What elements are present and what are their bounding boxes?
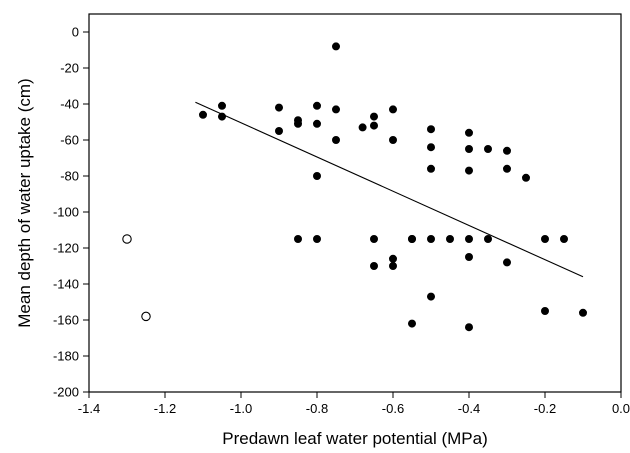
regression-line [195,101,584,278]
data-point [522,173,531,182]
x-tick-label: -1.0 [230,401,252,416]
data-point [464,166,473,175]
x-tick-label: -1.2 [154,401,176,416]
x-tick-label: -0.6 [382,401,404,416]
y-axis: 0 -20 -40 -60 -80 -100 -120 -140 -160 -180 -200 [53,25,89,400]
data-point [502,164,511,173]
data-point [445,234,454,243]
data-point [426,164,435,173]
data-point [426,292,435,301]
data-point [388,105,397,114]
x-tick-label: 0.0 [612,401,630,416]
x-tick-label: -1.4 [78,401,100,416]
data-point [198,110,207,119]
y-tick-label: -100 [53,205,79,220]
data-point [369,234,378,243]
data-point [293,234,302,243]
data-point [312,234,321,243]
x-tick-label: -0.4 [458,401,480,416]
data-point [407,319,416,328]
data-point [217,101,226,110]
y-tick-label: -160 [53,313,79,328]
data-point [426,125,435,134]
data-point [483,234,492,243]
data-point [369,261,378,270]
data-point [388,254,397,263]
data-point [312,101,321,110]
data-point [293,119,302,128]
data-point [502,258,511,267]
data-point [331,105,340,114]
data-point [388,135,397,144]
data-point [464,323,473,332]
data-point [312,171,321,180]
y-tick-label: -60 [60,133,79,148]
data-points [122,42,588,332]
y-tick-label: -140 [53,277,79,292]
plot-frame [88,13,622,393]
y-tick-label: -40 [60,97,79,112]
data-point [217,112,226,121]
data-point [483,144,492,153]
data-point [369,121,378,130]
data-point [369,112,378,121]
data-point [464,252,473,261]
data-point [541,234,550,243]
data-point [274,127,283,136]
data-point [312,119,321,128]
data-point-open [122,234,132,244]
data-point [502,146,511,155]
data-point [331,135,340,144]
y-tick-label: -200 [53,385,79,400]
data-point [426,234,435,243]
data-point [407,234,416,243]
data-point [464,128,473,137]
x-axis-title: Predawn leaf water potential (MPa) [222,429,488,448]
data-point [331,42,340,51]
y-axis-title: Mean depth of water uptake (cm) [15,78,34,327]
data-point-open [141,311,151,322]
y-tick-label: -20 [60,61,79,76]
x-tick-label: -0.8 [306,401,328,416]
x-tick-label: -0.2 [534,401,556,416]
data-point [464,234,473,243]
data-point [464,144,473,153]
data-point [388,261,397,270]
x-axis: -1.4 -1.2 -1.0 -0.8 -0.6 -0.4 -0.2 0.0 [78,392,630,416]
data-point [560,234,569,243]
y-tick-label: -120 [53,241,79,256]
y-tick-label: 0 [72,25,79,40]
data-point [274,103,283,112]
y-tick-label: -80 [60,169,79,184]
data-point [426,143,435,152]
data-point [358,123,367,132]
data-point [541,306,550,315]
y-tick-label: -180 [53,349,79,364]
data-point [579,308,588,317]
